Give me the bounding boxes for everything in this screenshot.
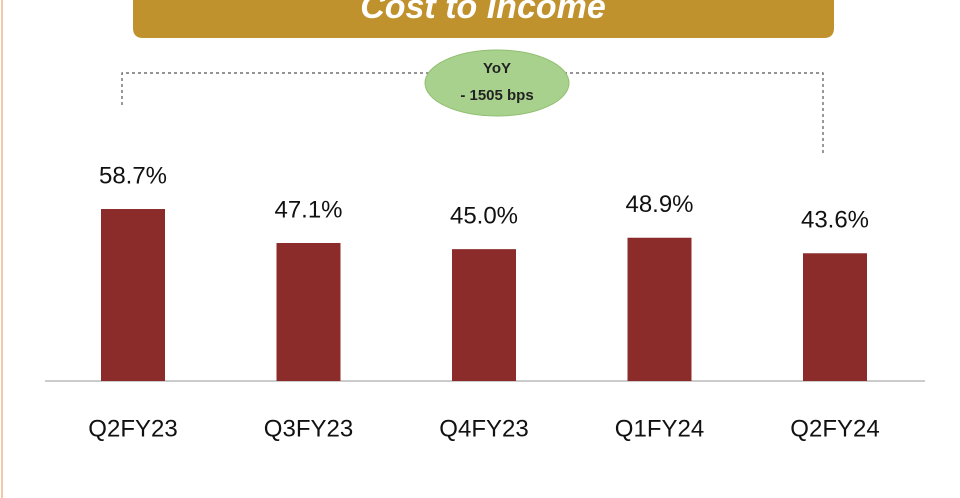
chart-title: Cost to Income <box>360 0 606 26</box>
value-label: 58.7% <box>99 162 167 189</box>
bar <box>276 242 341 381</box>
value-label: 47.1% <box>274 196 342 223</box>
yoy-bracket <box>121 72 824 155</box>
x-tick-label: Q4FY23 <box>439 415 528 442</box>
yoy-title: YoY <box>483 60 511 77</box>
value-label: 43.6% <box>801 207 869 234</box>
x-tick-label: Q1FY24 <box>615 415 704 442</box>
bar <box>452 249 516 381</box>
x-tick-label: Q3FY23 <box>264 415 353 442</box>
bar <box>101 209 165 381</box>
yoy-bubble <box>424 49 570 117</box>
bar <box>803 253 867 381</box>
title-banner <box>133 0 834 38</box>
x-tick-label: Q2FY23 <box>88 415 177 442</box>
value-label: 45.0% <box>450 202 518 229</box>
x-tick-label: Q2FY24 <box>790 415 879 442</box>
bar <box>627 237 692 381</box>
yoy-text: - 1505 bps <box>460 87 533 104</box>
value-label: 48.9% <box>625 191 693 218</box>
